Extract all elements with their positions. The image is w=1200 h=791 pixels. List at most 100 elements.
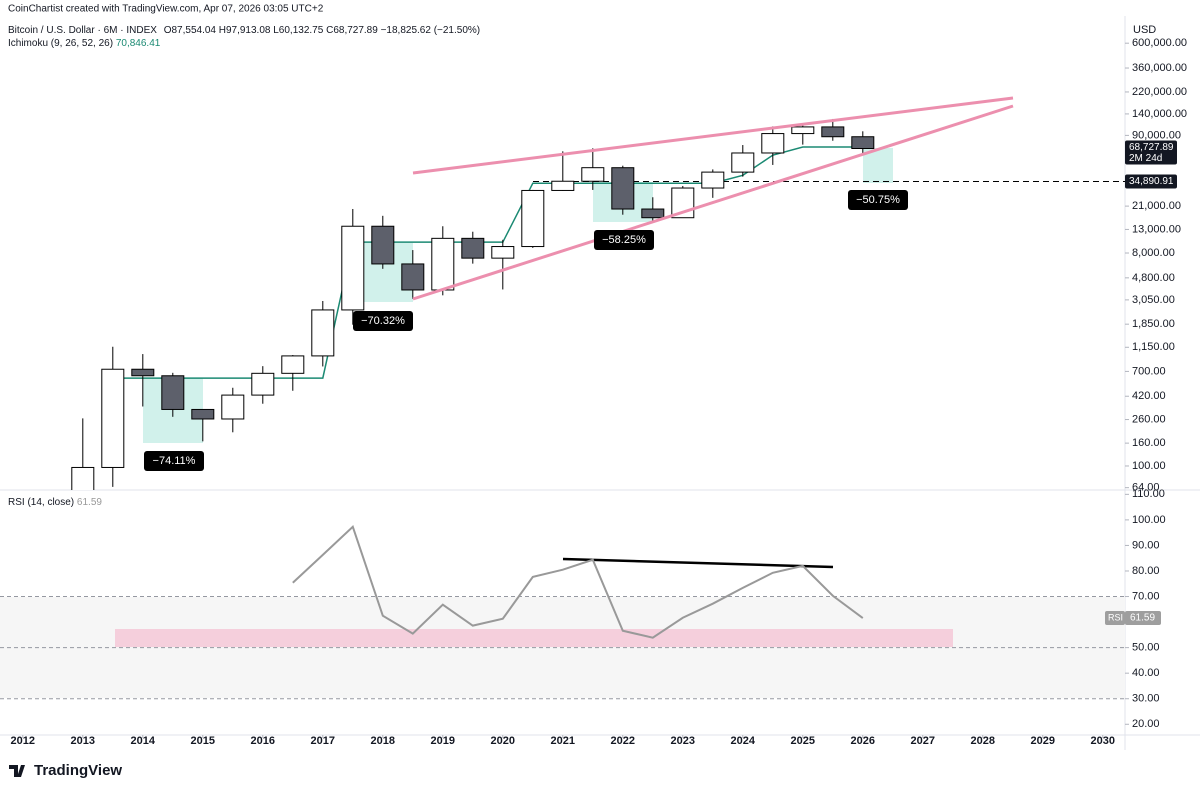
rsi-tag: RSI xyxy=(1108,612,1123,622)
indicator-value: 70,846.41 xyxy=(116,38,161,49)
annotation-box xyxy=(353,311,413,331)
y-tick-label: 420.00 xyxy=(1132,390,1166,402)
x-tick-label: 2024 xyxy=(731,735,756,747)
candle-body xyxy=(221,394,245,420)
drawings xyxy=(143,148,893,443)
y-tick-label: 64.00 xyxy=(1132,482,1160,494)
y-tick-label: 90,000.00 xyxy=(1132,129,1181,141)
candle-body xyxy=(371,225,395,265)
last-price-tag xyxy=(1125,140,1177,165)
indicator-legend: Ichimoku (9, 26, 52, 26) 70,846.41 xyxy=(8,38,161,49)
y-tick-label: 140,000.00 xyxy=(1132,108,1187,120)
rsi-value-label: 61.59 xyxy=(1130,613,1155,624)
candle-body xyxy=(281,355,305,374)
x-tick-label: 2017 xyxy=(311,735,335,747)
candle-body xyxy=(701,171,725,189)
candle-body xyxy=(551,180,575,191)
rsi-trendline xyxy=(562,557,834,569)
candle-body xyxy=(731,152,755,173)
candle-body xyxy=(641,208,665,219)
x-tick-label: 2028 xyxy=(971,735,995,747)
reference-tag xyxy=(1125,174,1177,189)
candle-body xyxy=(251,372,275,396)
candle-body xyxy=(761,133,785,154)
rsi-tick-label: 70.00 xyxy=(1132,590,1160,602)
rsi-legend: RSI (14, close) 61.59 xyxy=(8,497,102,508)
y-tick-label: 4,800.00 xyxy=(1132,272,1175,284)
candle-body xyxy=(311,309,335,357)
rsi-tick-label: 90.00 xyxy=(1132,539,1160,551)
price-pane xyxy=(71,118,1125,490)
annotation-label: −58.25% xyxy=(602,234,646,246)
rsi-tick-label: 20.00 xyxy=(1132,718,1160,730)
candle-body xyxy=(431,237,455,291)
candle-body xyxy=(821,126,845,138)
change-label: −18,825.62 (−21.50%) xyxy=(381,25,481,36)
y-tick-label: 600,000.00 xyxy=(1132,37,1187,49)
y-tick-label: 8,000.00 xyxy=(1132,247,1175,259)
x-tick-label: 2014 xyxy=(131,735,156,747)
high-label: H97,913.08 xyxy=(219,25,271,36)
y-tick-label: 3,050.00 xyxy=(1132,294,1175,306)
x-tick-label: 2013 xyxy=(71,735,95,747)
credit: CoinChartist created with TradingView.co… xyxy=(8,4,324,15)
annotation-label: −74.11% xyxy=(153,455,196,467)
trendlines xyxy=(412,96,1014,301)
countdown: 2M 24d xyxy=(1129,153,1162,164)
y-tick-label: 220,000.00 xyxy=(1132,86,1187,98)
support-zone xyxy=(115,629,953,647)
candle-body xyxy=(791,126,815,135)
annotation-label: −50.75% xyxy=(856,194,900,206)
x-tick-label: 2021 xyxy=(551,735,575,747)
rsi-tick-label: 30.00 xyxy=(1132,693,1160,705)
candle-body xyxy=(131,368,155,377)
x-tick-label: 2022 xyxy=(611,735,635,747)
candle-body xyxy=(611,167,635,210)
candle-body xyxy=(71,466,95,490)
rsi-line xyxy=(292,524,864,639)
x-tick-label: 2012 xyxy=(11,735,35,747)
candle-body xyxy=(851,136,875,149)
x-tick-label: 2015 xyxy=(191,735,215,747)
y-tick-label: 360,000.00 xyxy=(1132,62,1187,74)
y-tick-label: 21,000.00 xyxy=(1132,200,1181,212)
rsi-title: RSI (14, close) xyxy=(8,497,74,508)
y-tick-label: 1,850.00 xyxy=(1132,318,1175,330)
x-tick-label: 2029 xyxy=(1031,735,1055,747)
close-label: C68,727.89 xyxy=(326,25,378,36)
rsi-tag-bg xyxy=(1105,611,1125,626)
x-tick-label: 2025 xyxy=(791,735,815,747)
y-tick-label: 160.00 xyxy=(1132,437,1166,449)
x-tick-label: 2023 xyxy=(671,735,695,747)
trendline xyxy=(412,104,1014,301)
annotation-box xyxy=(848,190,908,210)
annotation-label: −70.32% xyxy=(361,315,405,327)
rsi-tick-label: 50.00 xyxy=(1132,642,1160,654)
candle-body xyxy=(341,225,365,311)
x-tick-label: 2020 xyxy=(491,735,515,747)
candle-body xyxy=(191,408,215,420)
candle-body xyxy=(581,167,605,182)
ichimoku-line xyxy=(112,146,863,379)
rsi-tick-label: 40.00 xyxy=(1132,667,1160,679)
logo: TradingView xyxy=(9,762,122,779)
y-tick-label: 260.00 xyxy=(1132,413,1166,425)
x-tick-label: 2018 xyxy=(371,735,395,747)
x-tick-label: 2030 xyxy=(1091,735,1115,747)
rsi-tick-label: 110.00 xyxy=(1132,488,1165,500)
open-label: O87,554.04 xyxy=(164,25,217,36)
symbol: Bitcoin / U.S. Dollar · 6M · INDEX O87,5… xyxy=(8,25,480,36)
symbol-title: Bitcoin / U.S. Dollar · 6M · INDEX xyxy=(8,25,157,36)
candle-body xyxy=(521,189,545,248)
y-tick-label: 13,000.00 xyxy=(1132,223,1181,235)
rsi-pane xyxy=(0,524,1125,700)
annotation-box xyxy=(144,451,204,471)
overlay-texts: 600,000.00 360,000.00 220,000.00 140,000.00… xyxy=(11,37,1188,747)
y-tick-label: 700.00 xyxy=(1132,365,1166,377)
rsi-tick-label: 100.00 xyxy=(1132,514,1166,526)
x-tick-label: 2019 xyxy=(431,735,455,747)
candle-body xyxy=(491,246,515,259)
logo-icon xyxy=(9,765,25,777)
candle-body xyxy=(401,263,425,291)
